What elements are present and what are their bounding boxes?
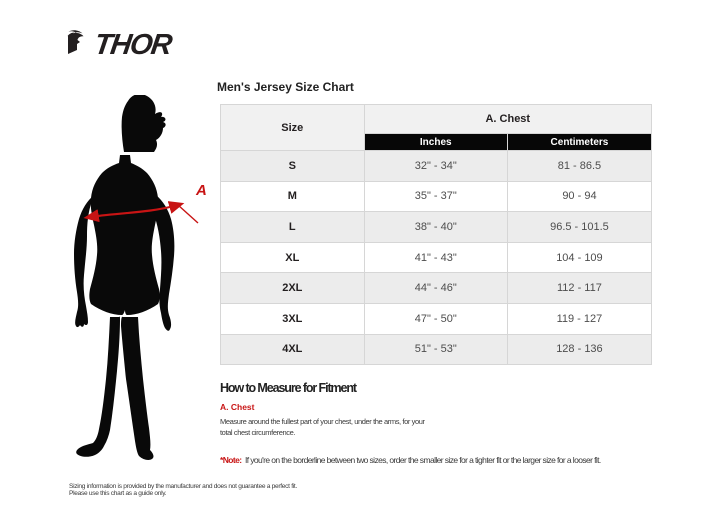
svg-text:THOR: THOR: [97, 29, 174, 61]
